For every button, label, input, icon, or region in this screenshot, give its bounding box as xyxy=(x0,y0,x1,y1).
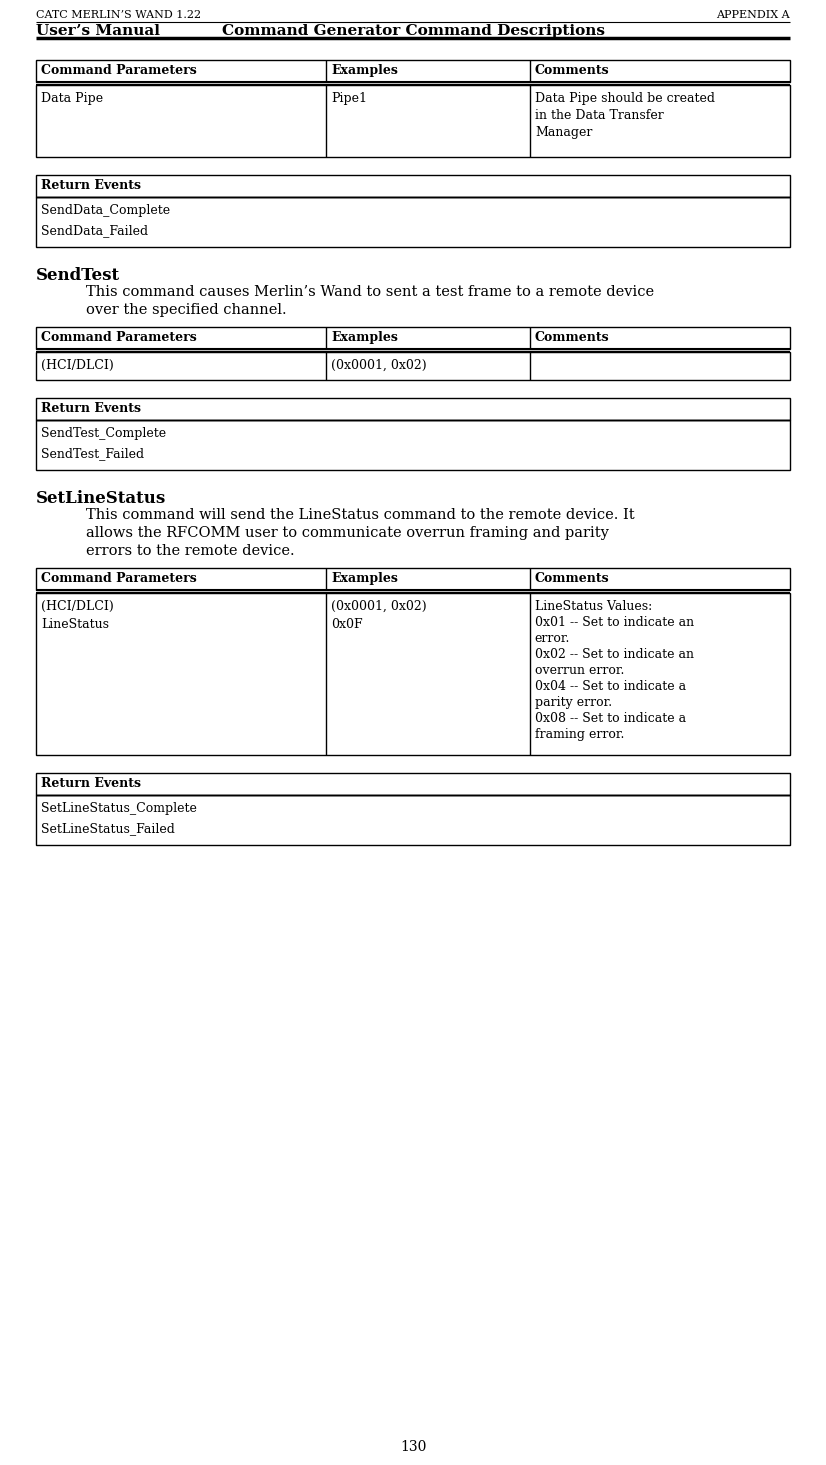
Text: 0x04 -- Set to indicate a: 0x04 -- Set to indicate a xyxy=(535,680,686,693)
Text: Comments: Comments xyxy=(535,571,610,585)
Text: This command will send the LineStatus command to the remote device. It: This command will send the LineStatus co… xyxy=(86,508,634,522)
Text: Pipe1: Pipe1 xyxy=(331,92,368,105)
Text: This command causes Merlin’s Wand to sent a test frame to a remote device: This command causes Merlin’s Wand to sen… xyxy=(86,286,654,299)
Text: Data Pipe: Data Pipe xyxy=(41,92,103,105)
Text: CATC MERLIN’S WAND 1.22: CATC MERLIN’S WAND 1.22 xyxy=(36,10,201,21)
Text: Return Events: Return Events xyxy=(41,179,141,192)
Text: (0x0001, 0x02): (0x0001, 0x02) xyxy=(331,359,427,372)
Text: error.: error. xyxy=(535,631,570,645)
Text: Command Parameters: Command Parameters xyxy=(41,571,197,585)
Text: SendData_Complete: SendData_Complete xyxy=(41,204,170,217)
Text: SendTest: SendTest xyxy=(36,267,120,284)
Text: SendData_Failed: SendData_Failed xyxy=(41,224,148,237)
Text: Return Events: Return Events xyxy=(41,776,141,790)
Text: Examples: Examples xyxy=(331,64,398,78)
Text: parity error.: parity error. xyxy=(535,696,612,709)
Text: SendTest_Failed: SendTest_Failed xyxy=(41,447,144,460)
Text: framing error.: framing error. xyxy=(535,728,624,741)
Text: (HCI/DLCI): (HCI/DLCI) xyxy=(41,601,114,612)
Text: 130: 130 xyxy=(400,1440,426,1453)
Text: Comments: Comments xyxy=(535,64,610,78)
Text: SetLineStatus_Complete: SetLineStatus_Complete xyxy=(41,801,197,815)
Text: over the specified channel.: over the specified channel. xyxy=(86,303,287,316)
Text: Command Generator Command Descriptions: Command Generator Command Descriptions xyxy=(221,23,605,38)
Text: (0x0001, 0x02): (0x0001, 0x02) xyxy=(331,601,427,612)
Text: Data Pipe should be created
in the Data Transfer
Manager: Data Pipe should be created in the Data … xyxy=(535,92,714,139)
Text: Return Events: Return Events xyxy=(41,401,141,415)
Text: APPENDIX A: APPENDIX A xyxy=(716,10,790,21)
Text: 0x0F: 0x0F xyxy=(331,618,363,631)
Text: 0x01 -- Set to indicate an: 0x01 -- Set to indicate an xyxy=(535,615,694,628)
Text: Examples: Examples xyxy=(331,331,398,344)
Text: Comments: Comments xyxy=(535,331,610,344)
Text: 0x02 -- Set to indicate an: 0x02 -- Set to indicate an xyxy=(535,648,694,661)
Text: Command Parameters: Command Parameters xyxy=(41,64,197,78)
Text: SetLineStatus: SetLineStatus xyxy=(36,489,166,507)
Text: LineStatus: LineStatus xyxy=(41,618,109,631)
Text: SetLineStatus_Failed: SetLineStatus_Failed xyxy=(41,822,175,835)
Text: errors to the remote device.: errors to the remote device. xyxy=(86,544,295,558)
Text: 0x08 -- Set to indicate a: 0x08 -- Set to indicate a xyxy=(535,712,686,725)
Text: (HCI/DLCI): (HCI/DLCI) xyxy=(41,359,114,372)
Text: allows the RFCOMM user to communicate overrun framing and parity: allows the RFCOMM user to communicate ov… xyxy=(86,526,609,541)
Text: LineStatus Values:: LineStatus Values: xyxy=(535,601,652,612)
Text: Command Parameters: Command Parameters xyxy=(41,331,197,344)
Text: Examples: Examples xyxy=(331,571,398,585)
Text: User’s Manual: User’s Manual xyxy=(36,23,160,38)
Text: overrun error.: overrun error. xyxy=(535,664,624,677)
Text: SendTest_Complete: SendTest_Complete xyxy=(41,426,166,440)
